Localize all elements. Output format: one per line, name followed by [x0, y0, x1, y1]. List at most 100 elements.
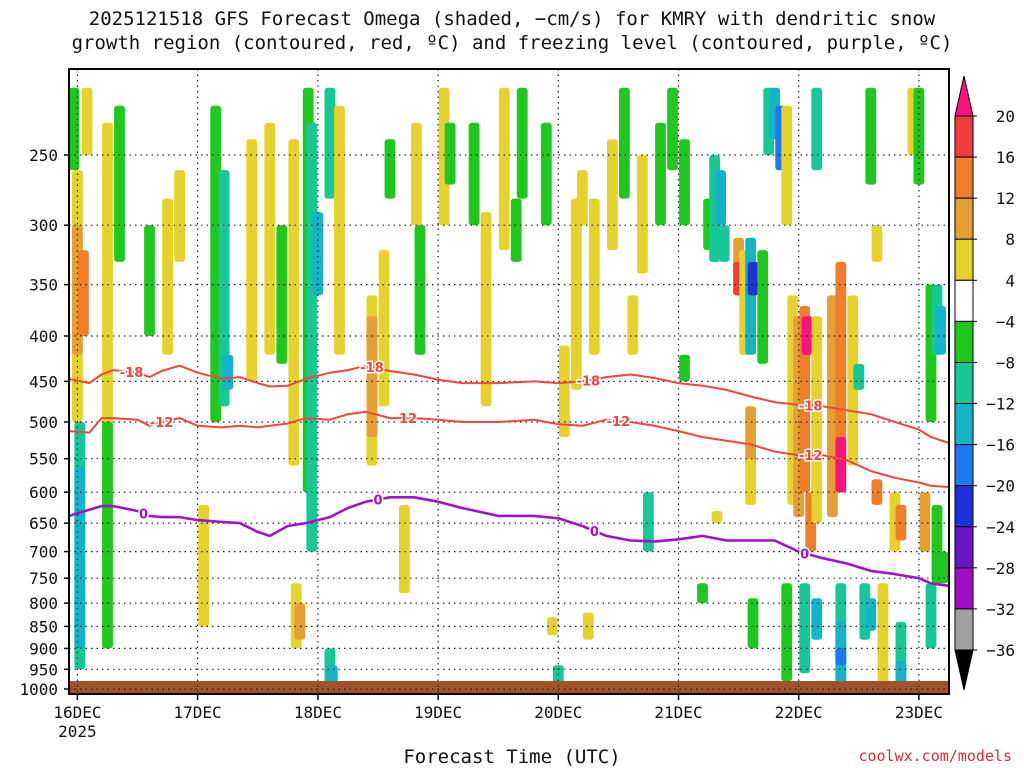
colorbar-segment	[954, 485, 974, 528]
contour-label: 12	[399, 412, 417, 427]
omega-cell	[540, 122, 552, 226]
omega-cell	[582, 612, 594, 640]
omega-cell	[218, 170, 230, 407]
omega-cell	[827, 295, 838, 518]
contour-label: 0	[590, 525, 599, 540]
colorbar-segment	[954, 444, 974, 487]
x-tick-label: 19DEC	[414, 703, 462, 722]
omega-cell	[925, 583, 937, 649]
omega-cell	[919, 492, 931, 552]
x-tick-label: 18DEC	[294, 703, 342, 722]
contour-label: 0	[373, 494, 382, 509]
colorbar-segment	[954, 320, 974, 363]
omega-cell	[747, 598, 759, 649]
omega-cell	[745, 406, 756, 466]
omega-cell	[306, 122, 318, 552]
colorbar-tick-label: −12	[986, 395, 1015, 414]
omega-cell	[865, 87, 877, 185]
omega-cell	[871, 479, 883, 505]
x-tick-label: 17DEC	[174, 703, 222, 722]
contour-layer	[69, 364, 949, 588]
omega-cell	[102, 422, 113, 649]
y-tick-label: 400	[29, 327, 58, 346]
colorbar-tick-label: 4	[1005, 271, 1015, 290]
colorbar-tick-label: −16	[986, 436, 1015, 455]
omega-cell	[935, 306, 946, 355]
omega-cell	[679, 139, 690, 226]
x-tick-label: 16DEC	[53, 703, 101, 722]
omega-cell	[811, 316, 823, 524]
omega-cell	[210, 105, 222, 422]
y-tick-label: 350	[29, 276, 58, 295]
omega-cell	[558, 345, 570, 438]
omega-cell	[114, 105, 125, 262]
colorbar-segment	[954, 279, 974, 322]
colorbar-tick-label: −24	[986, 518, 1015, 537]
y-tick-label: 850	[29, 617, 58, 636]
omega-cell	[607, 139, 618, 250]
omega-cell	[715, 170, 726, 226]
contour-label: -18	[360, 361, 384, 376]
omega-cell	[411, 122, 422, 226]
colorbar-segment	[954, 197, 974, 240]
omega-cell	[871, 225, 883, 262]
omega-cell	[853, 363, 865, 390]
grid-layer	[69, 69, 949, 694]
contour-label: -18	[799, 400, 823, 415]
omega-cell	[438, 87, 450, 226]
omega-cell	[627, 295, 639, 355]
omega-cell	[384, 139, 396, 199]
x-tick-label: 23DEC	[895, 703, 943, 722]
omega-cell	[276, 225, 288, 364]
contour-label: -18	[120, 366, 144, 381]
y-tick-label: 800	[29, 594, 58, 613]
colorbar-segment	[954, 156, 974, 199]
omega-cell	[399, 504, 410, 594]
x-tick-label: 21DEC	[654, 703, 702, 722]
y-tick-label: 450	[29, 372, 58, 391]
colorbar-tick-label: −28	[986, 559, 1015, 578]
omega-cell	[264, 122, 276, 355]
omega-cell	[799, 583, 811, 674]
omega-cell	[378, 250, 390, 407]
omega-cell	[81, 87, 93, 155]
contour-label: -12	[150, 416, 174, 431]
omega-cell	[510, 198, 522, 262]
colorbar-tick-label: 16	[996, 148, 1015, 167]
omega-cell	[757, 250, 769, 364]
omega-cell	[516, 87, 528, 199]
omega-cell	[835, 261, 847, 493]
contour-label: -18	[577, 374, 601, 389]
contour-line	[69, 495, 949, 588]
colorbar-segment	[954, 567, 974, 610]
omega-cell	[667, 87, 678, 171]
omega-cell	[366, 316, 378, 438]
colorbar-segment	[954, 526, 974, 569]
omega-cell	[835, 648, 847, 666]
colorbar-top-arrow	[954, 75, 974, 117]
omega-cell	[747, 261, 759, 296]
colorbar-tick-label: −8	[996, 354, 1015, 373]
colorbar-segment	[954, 115, 974, 158]
omega-cell	[711, 511, 723, 523]
omega-cell	[69, 87, 80, 171]
colorbar-tick-label: 20	[996, 107, 1015, 126]
x-axis-label: Forecast Time (UTC)	[403, 746, 621, 768]
colorbar-tick-label: −20	[986, 477, 1015, 496]
y-tick-label: 650	[29, 514, 58, 533]
omega-cell	[937, 551, 949, 584]
omega-cell	[679, 354, 690, 382]
omega-cell	[588, 198, 600, 355]
y-tick-label: 600	[29, 483, 58, 502]
omega-cell	[198, 504, 209, 627]
contour-labels-layer: -18 -18 -18 -18 -12 12 -12 -12 0 0 0 0	[118, 360, 824, 564]
omega-shading-layer	[69, 87, 949, 690]
colorbar-segment	[954, 403, 974, 446]
omega-cell	[637, 155, 648, 274]
colorbar-tick-label: 8	[1005, 230, 1015, 249]
omega-cell	[498, 87, 510, 251]
colorbar-segment	[954, 238, 974, 281]
colorbar-tick-label: −32	[986, 600, 1015, 619]
